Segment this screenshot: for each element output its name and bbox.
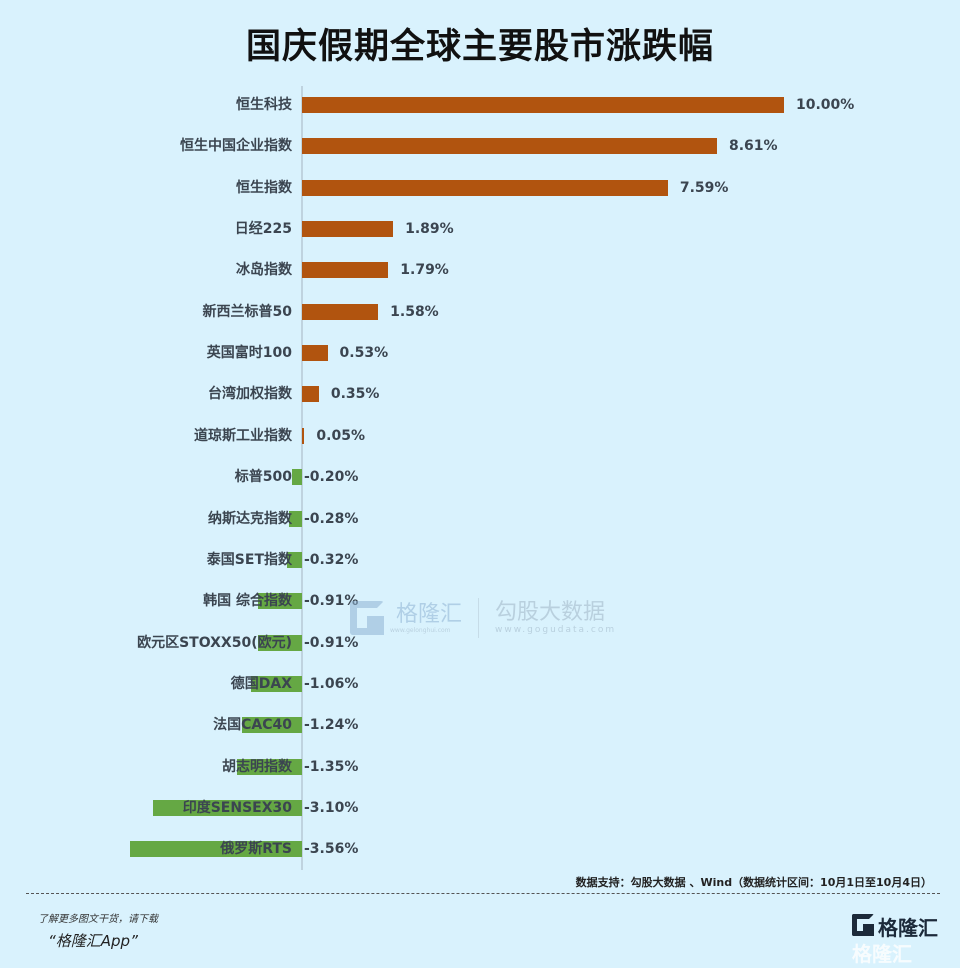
bar-row: 冰岛指数 1.79% [0, 260, 960, 280]
negative-bar [258, 634, 302, 651]
bar-row: 韩国 综合指数 -0.91% [0, 591, 960, 611]
category-label: 印度SENSEX30 [182, 799, 292, 816]
negative-bar [286, 551, 302, 568]
brand-logo-text: 格隆汇 [878, 916, 938, 940]
watermark: 格隆汇 www.gelonghui.com 勾股大数据 www.gogudata… [350, 598, 616, 638]
bar-row: 恒生指数 7.59% [0, 178, 960, 198]
negative-bar [130, 841, 302, 858]
positive-bar [302, 303, 379, 320]
bar-row: 日经225 1.89% [0, 219, 960, 239]
positive-bar [302, 97, 784, 113]
negative-bar [236, 758, 302, 775]
bar-row: 泰国SET指数 -0.32% [0, 550, 960, 570]
positive-bar [302, 262, 389, 279]
value-label: -3.56% [304, 841, 359, 858]
category-label: 日经225 [234, 221, 292, 238]
value-label: 1.79% [400, 262, 449, 279]
bar-row: 恒生中国企业指数 8.61% [0, 136, 960, 156]
value-label: -0.20% [304, 469, 359, 486]
positive-bar [302, 221, 394, 238]
bar-row: 胡志明指数 -1.35% [0, 757, 960, 777]
negative-bar [292, 469, 302, 486]
value-label: 10.00% [796, 97, 855, 113]
promo-text: 了解更多图文干货，请下载 [38, 914, 158, 925]
category-label: 纳斯达克指数 [208, 510, 292, 527]
bar-row: 标普500 -0.20% [0, 467, 960, 487]
negative-bar [250, 675, 302, 692]
bar-row: 台湾加权指数 0.35% [0, 384, 960, 404]
category-label: 欧元区STOXX50(欧元) [137, 634, 292, 651]
watermark-divider [478, 598, 480, 638]
positive-bar [302, 427, 305, 444]
watermark-brand-url: www.gelonghui.com [390, 626, 451, 634]
category-label: 新西兰标普50 [202, 303, 292, 320]
value-label: 1.89% [405, 221, 454, 238]
promo-app-name: “格隆汇App” [48, 932, 138, 950]
chart-title: 国庆假期全球主要股市涨跌幅 [245, 27, 714, 67]
positive-bar [302, 179, 668, 196]
bar-row: 纳斯达克指数 -0.28% [0, 509, 960, 529]
category-label: 标普500 [234, 469, 292, 486]
category-label: 胡志明指数 [222, 758, 292, 775]
category-label: 韩国 综合指数 [203, 593, 292, 610]
value-label: -0.32% [304, 551, 359, 568]
positive-bar [302, 386, 319, 403]
value-label: -3.10% [304, 799, 359, 816]
category-label: 英国富时100 [206, 345, 292, 362]
value-label: -1.06% [304, 675, 359, 692]
value-label: -0.28% [304, 510, 359, 527]
category-label: 台湾加权指数 [208, 386, 292, 403]
positive-bar [302, 138, 717, 155]
value-label: -1.35% [304, 758, 359, 775]
value-label: 0.35% [330, 386, 380, 403]
category-label: 泰国SET指数 [206, 551, 292, 568]
watermark-brand: 格隆汇 [396, 601, 463, 627]
bar-row: 恒生科技 10.00% [0, 95, 960, 115]
value-label: -0.91% [304, 593, 359, 610]
bar-row: 俄罗斯RTS -3.56% [0, 839, 960, 859]
bar-row: 道琼斯工业指数 0.05% [0, 426, 960, 446]
category-label: 冰岛指数 [236, 262, 292, 279]
footer-divider [26, 893, 940, 894]
category-label: 德国DAX [230, 675, 292, 692]
bar-row: 英国富时100 0.53% [0, 343, 960, 363]
watermark-partner: 勾股大数据 [495, 600, 606, 625]
negative-bar [258, 593, 302, 610]
data-source-note: 数据支持：勾股大数据 、Wind（数据统计区间：10月1日至10月4日） [575, 876, 932, 889]
category-label: 恒生指数 [236, 179, 292, 196]
value-label: 0.53% [339, 345, 389, 362]
gelonghui-logo-icon [350, 601, 384, 635]
category-label: 道琼斯工业指数 [194, 427, 292, 444]
value-label: -1.24% [304, 717, 359, 734]
negative-bar [288, 510, 302, 527]
category-label: 俄罗斯RTS [220, 841, 292, 858]
category-label: 恒生中国企业指数 [180, 138, 292, 155]
bar-row: 法国CAC40 -1.24% [0, 715, 960, 735]
bar-row: 德国DAX -1.06% [0, 674, 960, 694]
category-label: 法国CAC40 [213, 717, 292, 734]
watermark-partner-url: www.gogudata.com [495, 625, 617, 635]
negative-bar [152, 799, 302, 816]
value-label: 7.59% [679, 179, 729, 196]
value-label: 0.05% [316, 427, 365, 444]
zero-axis [301, 86, 303, 870]
category-label: 恒生科技 [236, 97, 292, 113]
value-label: 1.58% [390, 303, 439, 320]
brand-logo-shadow: 格隆汇 [852, 942, 912, 966]
value-label: 8.61% [729, 138, 778, 155]
positive-bar [302, 345, 328, 362]
brand-logo: 格隆汇 格隆汇 [852, 912, 952, 966]
bar-row: 印度SENSEX30 -3.10% [0, 798, 960, 818]
negative-bar [242, 717, 302, 734]
bar-row: 新西兰标普50 1.58% [0, 302, 960, 322]
bar-row: 欧元区STOXX50(欧元) -0.91% [0, 633, 960, 653]
value-label: -0.91% [304, 634, 359, 651]
